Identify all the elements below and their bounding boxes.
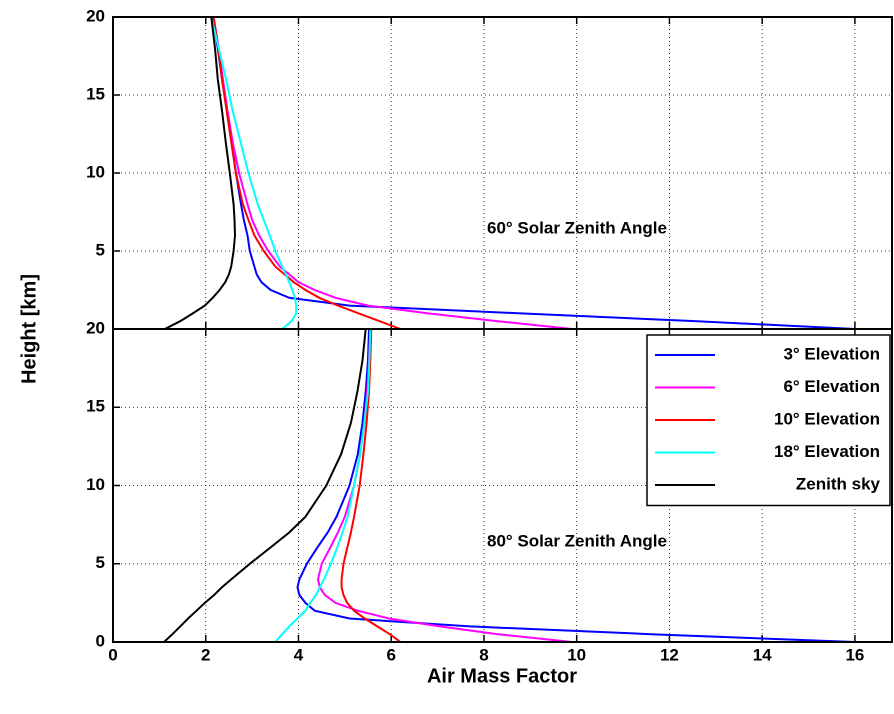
x-tick-label: 0 [108, 645, 117, 664]
legend-label: 6° Elevation [783, 377, 880, 396]
x-tick-label: 2 [201, 645, 210, 664]
x-tick-label: 14 [753, 645, 772, 664]
x-tick-label: 4 [294, 645, 304, 664]
x-tick-label: 16 [845, 645, 864, 664]
x-tick-label: 8 [479, 645, 488, 664]
y-tick-label: 10 [86, 162, 105, 181]
legend-label: Zenith sky [796, 474, 881, 493]
y-tick-label: 5 [96, 553, 105, 572]
series-line [274, 328, 372, 643]
annotation: 60° Solar Zenith Angle [487, 219, 667, 238]
y-tick-label: 5 [96, 240, 105, 259]
series-line [296, 328, 855, 643]
series-line [164, 16, 237, 330]
x-axis-label: Air Mass Factor [427, 665, 577, 687]
x-tick-label: 12 [660, 645, 679, 664]
y-tick-label: 20 [86, 318, 105, 337]
y-tick-label: 15 [86, 397, 105, 416]
legend-label: 10° Elevation [774, 409, 880, 428]
series-line [210, 16, 298, 330]
series-line [212, 16, 401, 330]
x-tick-label: 10 [567, 645, 586, 664]
y-tick-label: 20 [86, 6, 105, 25]
y-axis-label: Height [km] [18, 274, 40, 384]
series-line [340, 328, 402, 643]
series-line [163, 328, 367, 643]
y-tick-label: 10 [86, 475, 105, 494]
annotation: 80° Solar Zenith Angle [487, 531, 667, 550]
axes-frame [112, 328, 893, 643]
y-tick-label: 0 [96, 631, 105, 650]
x-tick-label: 6 [386, 645, 395, 664]
y-tick-label: 15 [86, 84, 105, 103]
legend-label: 3° Elevation [783, 344, 880, 363]
legend-label: 18° Elevation [774, 442, 880, 461]
